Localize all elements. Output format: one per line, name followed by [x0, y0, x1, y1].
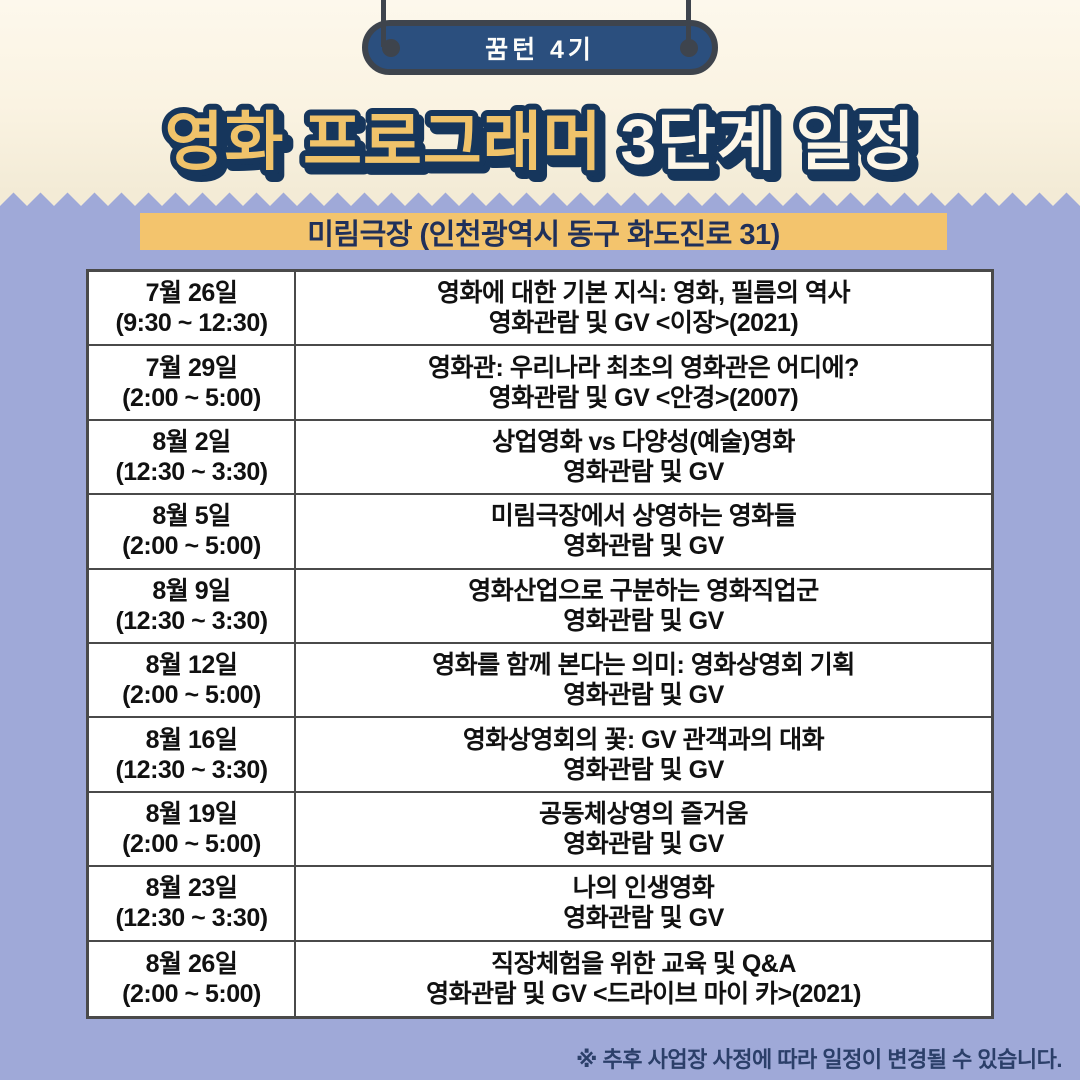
badge-pill: 꿈턴 4기	[362, 20, 718, 75]
footnote: ※ 추후 사업장 사정에 따라 일정이 변경될 수 있습니다.	[576, 1047, 1062, 1072]
time-text: (12:30 ~ 3:30)	[115, 606, 268, 635]
date-text: 8월 5일	[152, 502, 231, 531]
session-cell: 공동체상영의 즐거움 영화관람 및 GV	[296, 793, 991, 865]
date-cell: 8월 12일 (2:00 ~ 5:00)	[89, 643, 296, 717]
activity-text: 영화관람 및 GV <드라이브 마이 카>(2021)	[426, 979, 861, 1008]
activity-text: 영화관람 및 GV	[563, 457, 724, 486]
table-row: 7월 26일 (9:30 ~ 12:30) 영화에 대한 기본 지식: 영화, 필름…	[89, 272, 991, 347]
date-cell: 8월 2일 (12:30 ~ 3:30)	[89, 420, 296, 494]
session-cell: 영화산업으로 구분하는 영화직업군 영화관람 및 GV	[296, 570, 991, 642]
activity-text: 영화관람 및 GV <안경>(2007)	[488, 383, 799, 412]
date-text: 8월 19일	[145, 799, 238, 828]
topic-text: 공동체상영의 즐거움	[539, 799, 748, 828]
pin-dot-left	[382, 38, 400, 57]
date-cell: 8월 19일 (2:00 ~ 5:00)	[89, 792, 296, 866]
activity-text: 영화관람 및 GV	[563, 904, 724, 933]
pin-dot-right	[680, 38, 698, 57]
table-row: 8월 16일 (12:30 ~ 3:30) 영화상영회의 꽃: GV 관객과의 대화…	[89, 718, 991, 793]
zigzag-divider	[0, 192, 1080, 206]
date-text: 8월 23일	[145, 874, 238, 903]
activity-text: 영화관람 및 GV	[563, 681, 724, 710]
date-text: 8월 12일	[145, 651, 238, 680]
topic-text: 영화산업으로 구분하는 영화직업군	[468, 576, 819, 605]
session-cell: 영화를 함께 본다는 의미: 영화상영회 기획 영화관람 및 GV	[296, 644, 991, 716]
time-text: (9:30 ~ 12:30)	[115, 309, 268, 338]
topic-text: 영화관: 우리나라 최초의 영화관은 어디에?	[428, 353, 859, 382]
header-section: 꿈턴 4기 영화 프로그래머 3단계 일정 영화 프로그래머 3단계 일정	[0, 0, 1080, 192]
session-cell: 영화관: 우리나라 최초의 영화관은 어디에? 영화관람 및 GV <안경>(20…	[296, 346, 991, 418]
activity-text: 영화관람 및 GV	[563, 755, 724, 784]
activity-text: 영화관람 및 GV	[563, 606, 724, 635]
time-text: (12:30 ~ 3:30)	[115, 904, 268, 933]
venue-banner: 미림극장 (인천광역시 동구 화도진로 31)	[140, 213, 947, 251]
time-text: (12:30 ~ 3:30)	[115, 457, 268, 486]
topic-text: 영화상영회의 꽃: GV 관객과의 대화	[462, 725, 825, 754]
table-row: 8월 9일 (12:30 ~ 3:30) 영화산업으로 구분하는 영화직업군 영화관람…	[89, 569, 991, 644]
table-row: 7월 29일 (2:00 ~ 5:00) 영화관: 우리나라 최초의 영화관은 어디…	[89, 346, 991, 421]
table-row: 8월 19일 (2:00 ~ 5:00) 공동체상영의 즐거움 영화관람 및 GV	[89, 792, 991, 868]
table-row: 8월 23일 (12:30 ~ 3:30) 나의 인생영화 영화관람 및 GV	[89, 867, 991, 942]
topic-text: 영화를 함께 본다는 의미: 영화상영회 기획	[432, 651, 855, 680]
date-cell: 8월 9일 (12:30 ~ 3:30)	[89, 569, 296, 642]
hanging-string-right	[686, 0, 691, 47]
session-cell: 나의 인생영화 영화관람 및 GV	[296, 867, 991, 939]
date-cell: 8월 5일 (2:00 ~ 5:00)	[89, 495, 296, 568]
date-cell: 8월 23일 (12:30 ~ 3:30)	[89, 867, 296, 940]
activity-text: 영화관람 및 GV <이장>(2021)	[488, 309, 799, 338]
session-cell: 영화에 대한 기본 지식: 영화, 필름의 역사 영화관람 및 GV <이장>(2…	[296, 272, 991, 344]
time-text: (12:30 ~ 3:30)	[115, 755, 268, 784]
topic-text: 직장체험을 위한 교육 및 Q&A	[491, 949, 796, 978]
activity-text: 영화관람 및 GV	[563, 532, 724, 561]
activity-text: 영화관람 및 GV	[563, 829, 724, 858]
date-text: 7월 29일	[145, 353, 238, 382]
time-text: (2:00 ~ 5:00)	[122, 532, 261, 561]
hanging-string-left	[381, 0, 386, 47]
page-title: 영화 프로그래머 3단계 일정 영화 프로그래머 3단계 일정	[159, 100, 926, 190]
date-cell: 8월 26일 (2:00 ~ 5:00)	[89, 941, 296, 1016]
date-text: 8월 26일	[145, 949, 238, 978]
table-row: 8월 2일 (12:30 ~ 3:30) 상업영화 vs 다양성(예술)영화 영화관람…	[89, 420, 991, 496]
date-text: 7월 26일	[145, 279, 238, 308]
date-cell: 8월 16일 (12:30 ~ 3:30)	[89, 718, 296, 791]
session-cell: 상업영화 vs 다양성(예술)영화 영화관람 및 GV	[296, 421, 991, 493]
session-cell: 직장체험을 위한 교육 및 Q&A 영화관람 및 GV <드라이브 마이 카>(2…	[296, 942, 991, 1016]
date-text: 8월 16일	[145, 725, 238, 754]
table-row: 8월 12일 (2:00 ~ 5:00) 영화를 함께 본다는 의미: 영화상영회 …	[89, 643, 991, 719]
time-text: (2:00 ~ 5:00)	[122, 383, 261, 412]
date-cell: 7월 29일 (2:00 ~ 5:00)	[89, 346, 296, 419]
schedule-table: 7월 26일 (9:30 ~ 12:30) 영화에 대한 기본 지식: 영화, 필름…	[86, 269, 994, 1019]
date-text: 8월 2일	[152, 427, 231, 456]
badge-label: 꿈턴 4기	[485, 35, 595, 64]
table-row: 8월 26일 (2:00 ~ 5:00) 직장체험을 위한 교육 및 Q&A 영화관람…	[89, 941, 991, 1016]
topic-text: 영화에 대한 기본 지식: 영화, 필름의 역사	[437, 279, 850, 308]
session-cell: 미림극장에서 상영하는 영화들 영화관람 및 GV	[296, 495, 991, 567]
time-text: (2:00 ~ 5:00)	[122, 681, 261, 710]
date-text: 8월 9일	[152, 576, 231, 605]
topic-text: 나의 인생영화	[572, 874, 715, 903]
table-row: 8월 5일 (2:00 ~ 5:00) 미림극장에서 상영하는 영화들 영화관람 및 …	[89, 495, 991, 570]
time-text: (2:00 ~ 5:00)	[122, 829, 261, 858]
topic-text: 상업영화 vs 다양성(예술)영화	[492, 427, 795, 456]
topic-text: 미림극장에서 상영하는 영화들	[490, 502, 797, 531]
session-cell: 영화상영회의 꽃: GV 관객과의 대화 영화관람 및 GV	[296, 718, 991, 790]
time-text: (2:00 ~ 5:00)	[122, 979, 261, 1008]
date-cell: 7월 26일 (9:30 ~ 12:30)	[89, 272, 296, 345]
